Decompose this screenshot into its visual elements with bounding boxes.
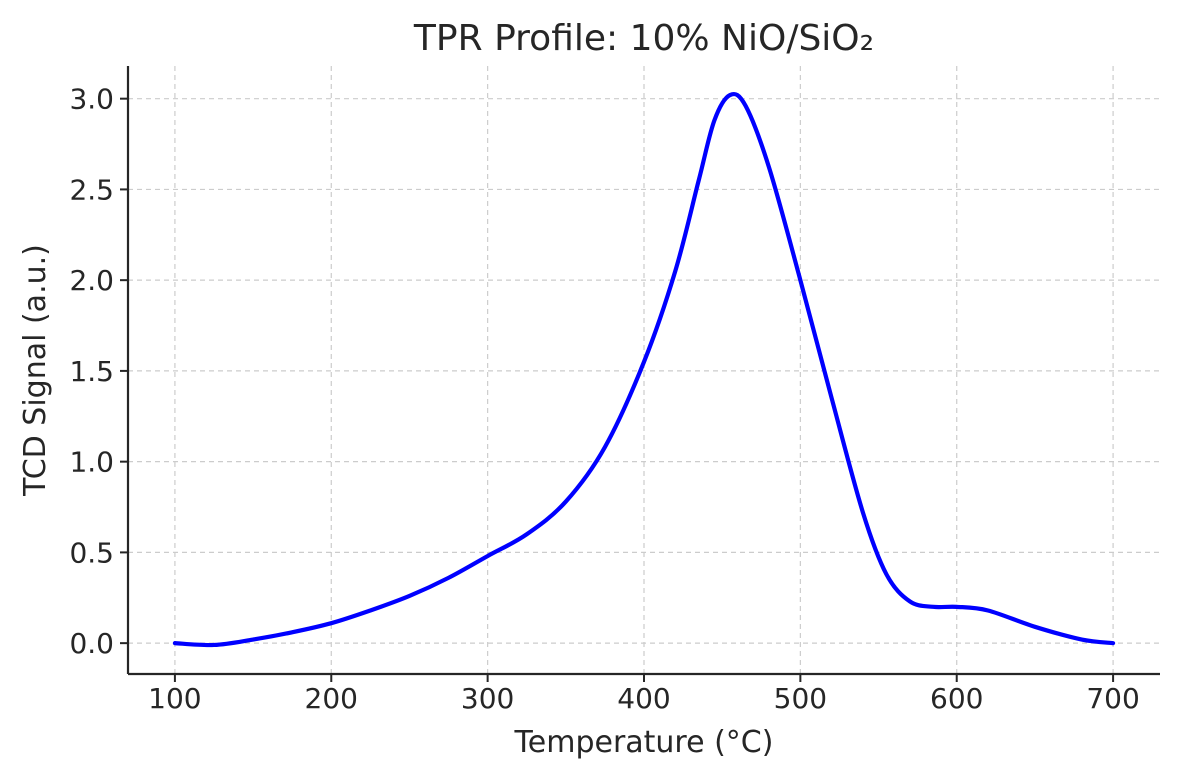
x-tick-label: 600 [930,682,983,715]
y-tick-label: 0.5 [69,536,114,569]
ticks-layer: 100 200 300 400 500 600 700 0.0 0.5 1.0 1.5 2.0 2.5 3… [69,83,1139,715]
x-axis-label: Temperature (°C) [514,725,774,760]
x-tick-label: 300 [461,682,514,715]
series-layer [172,91,1116,648]
x-tick-label: 200 [305,682,358,715]
grid-layer [128,66,1160,674]
chart-title: TPR Profile: 10% NiO/SiO₂ [413,18,874,59]
tcd-signal-line [172,91,1116,648]
y-tick-label: 1.5 [69,355,114,388]
y-tick-label: 0.0 [69,627,114,660]
y-tick-label: 2.5 [69,173,114,206]
x-tick-label: 400 [617,682,670,715]
x-tick-label: 700 [1086,682,1139,715]
x-tick-label: 500 [774,682,827,715]
y-axis-label: TCD Signal (a.u.) [18,244,53,497]
y-tick-label: 3.0 [69,83,114,116]
y-tick-label: 1.0 [69,446,114,479]
x-tick-label: 100 [148,682,201,715]
y-tick-label: 2.0 [69,264,114,297]
